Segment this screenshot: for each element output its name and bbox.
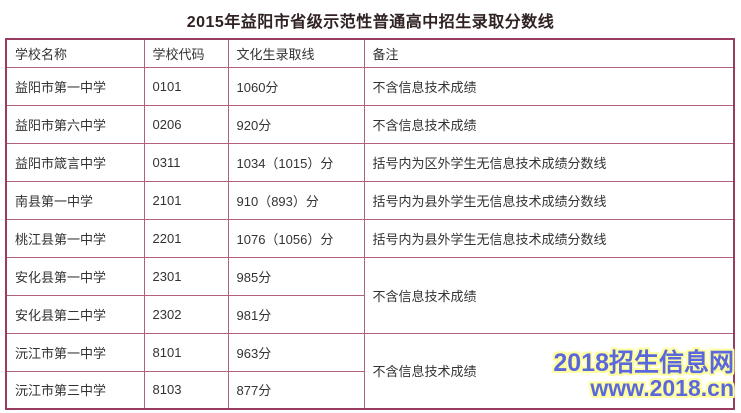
- cell-score: 963分: [227, 332, 365, 372]
- cell-school-name: 益阳市箴言中学: [5, 142, 145, 182]
- header-row: 学校名称 学校代码 文化生录取线 备注: [5, 38, 735, 68]
- table-row: 沅江市第三中学 8103 877分: [5, 370, 734, 410]
- cell-school-name: 安化县第二中学: [5, 294, 145, 334]
- table-row: 安化县第一中学 2301 985分 不含信息技术成绩: [5, 256, 735, 334]
- table-row: 益阳市第一中学 0101 1060分 不含信息技术成绩: [5, 66, 735, 106]
- cell-remark: 括号内为县外学生无信息技术成绩分数线: [363, 180, 735, 220]
- page-title: 2015年益阳市省级示范性普通高中招生录取分数线: [186, 14, 555, 31]
- cell-score: 877分: [227, 370, 365, 410]
- watermark-site-name: 2018招生信息网: [553, 348, 734, 377]
- cell-score: 985分: [227, 256, 365, 296]
- cell-remark-merged: 不含信息技术成绩: [363, 256, 735, 334]
- watermark-site-url: www.2018.cn: [590, 374, 734, 401]
- cell-school-name: 沅江市第一中学: [5, 332, 145, 372]
- cell-school-code: 0101: [143, 66, 229, 106]
- col-header-culture-score-line: 文化生录取线: [227, 38, 365, 68]
- cell-school-name: 益阳市第一中学: [5, 66, 145, 106]
- cell-school-code: 8101: [143, 332, 229, 372]
- table-row: 益阳市箴言中学 0311 1034（1015）分 括号内为区外学生无信息技术成绩…: [5, 142, 735, 182]
- table-row: 益阳市第六中学 0206 920分 不含信息技术成绩: [5, 104, 735, 144]
- cell-school-code: 0311: [143, 142, 229, 182]
- cell-remark: 不含信息技术成绩: [363, 66, 735, 106]
- cell-school-code: 8103: [143, 370, 229, 410]
- cell-school-name: 益阳市第六中学: [5, 104, 145, 144]
- admission-scores-table: 学校名称 学校代码 文化生录取线 备注 益阳市第一中学 0101 1060分 不…: [5, 38, 735, 410]
- table-row: 桃江县第一中学 2201 1076（1056）分 括号内为县外学生无信息技术成绩…: [5, 218, 735, 258]
- cell-school-name: 南县第一中学: [5, 180, 145, 220]
- col-header-school-name: 学校名称: [5, 38, 145, 68]
- cell-score: 920分: [227, 104, 365, 144]
- cell-score: 1076（1056）分: [227, 218, 365, 258]
- cell-remark: 括号内为区外学生无信息技术成绩分数线: [363, 142, 735, 182]
- cell-score: 981分: [227, 294, 365, 334]
- cell-remark: 不含信息技术成绩: [363, 104, 735, 144]
- cell-school-name: 安化县第一中学: [5, 256, 145, 296]
- cell-remark-merged: 不含信息技术成绩: [363, 332, 735, 410]
- cell-school-code: 2201: [143, 218, 229, 258]
- cell-school-name: 沅江市第三中学: [5, 370, 145, 410]
- cell-school-code: 2101: [143, 180, 229, 220]
- cell-school-code: 0206: [143, 104, 229, 144]
- cell-score: 910（893）分: [227, 180, 365, 220]
- table-row: 沅江市第一中学 8101 963分 不含信息技术成绩: [5, 332, 735, 410]
- col-header-remark: 备注: [363, 38, 735, 68]
- cell-school-code: 2302: [143, 294, 229, 334]
- site-watermark-logo: 2018招生信息网 www.2018.cn: [553, 348, 734, 401]
- cell-school-name: 桃江县第一中学: [5, 218, 145, 258]
- cell-score: 1060分: [227, 66, 365, 106]
- cell-school-code: 2301: [143, 256, 229, 296]
- col-header-school-code: 学校代码: [143, 38, 229, 68]
- cell-score: 1034（1015）分: [227, 142, 365, 182]
- cell-remark: 括号内为县外学生无信息技术成绩分数线: [363, 218, 735, 258]
- table-row: 南县第一中学 2101 910（893）分 括号内为县外学生无信息技术成绩分数线: [5, 180, 735, 220]
